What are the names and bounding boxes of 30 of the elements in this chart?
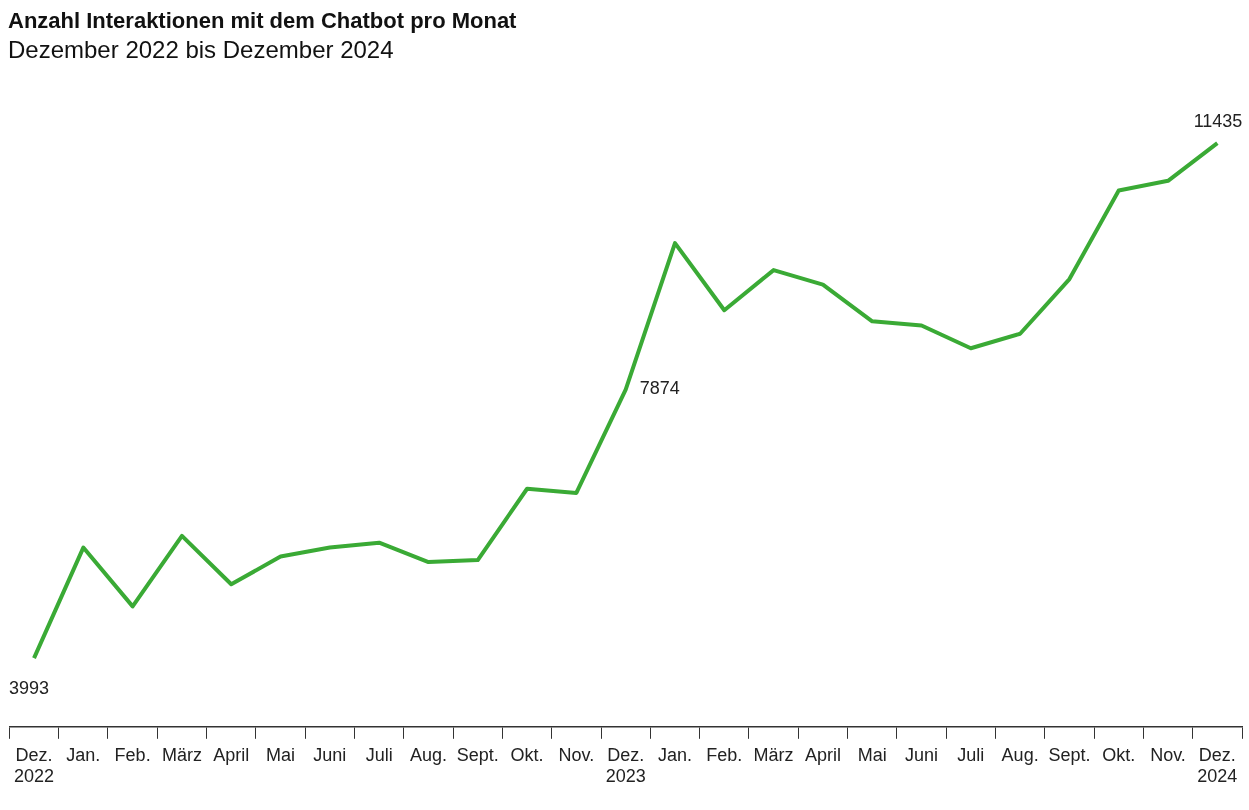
x-tick-label: Aug. [409, 744, 447, 765]
x-tick-label: Aug. [1001, 744, 1039, 765]
x-tick-label: Dez. 2023 [605, 744, 646, 787]
x-tick-label: Sept. [456, 744, 499, 765]
x-tick-label: März [161, 744, 202, 765]
x-tick-label: März [753, 744, 794, 765]
x-tick-label: Feb. [114, 744, 151, 765]
data-label: 3993 [9, 678, 50, 699]
x-tick-label: Juni [905, 744, 939, 765]
x-tick-label: Dez. 2022 [14, 744, 55, 787]
x-tick-label: Jan. [657, 744, 693, 765]
x-tick-label: Feb. [706, 744, 743, 765]
data-label: 11435 [1193, 111, 1243, 132]
x-tick-label: Nov. [558, 744, 595, 765]
x-tick-label: Sept. [1048, 744, 1091, 765]
chart-title: Anzahl Interaktionen mit dem Chatbot pro Monat [8, 8, 518, 34]
x-tick-label: Okt. [1102, 744, 1136, 765]
x-tick-label: Mai [266, 744, 296, 765]
x-tick-label: Okt. [510, 744, 544, 765]
x-tick-label: Juli [957, 744, 985, 765]
data-label: 7874 [639, 378, 680, 399]
chart-subtitle: Dezember 2022 bis Dezember 2024 [8, 36, 395, 64]
x-tick-label: Jan. [66, 744, 101, 765]
x-tick-label: Juni [313, 744, 347, 765]
x-tick-label: Nov. [1150, 744, 1186, 765]
x-tick-label: Mai [857, 744, 887, 765]
x-tick-label: April [213, 744, 250, 765]
x-tick-label: Juli [365, 744, 393, 765]
x-tick-label: April [804, 744, 841, 765]
x-tick-label: Dez. 2024 [1197, 744, 1238, 787]
